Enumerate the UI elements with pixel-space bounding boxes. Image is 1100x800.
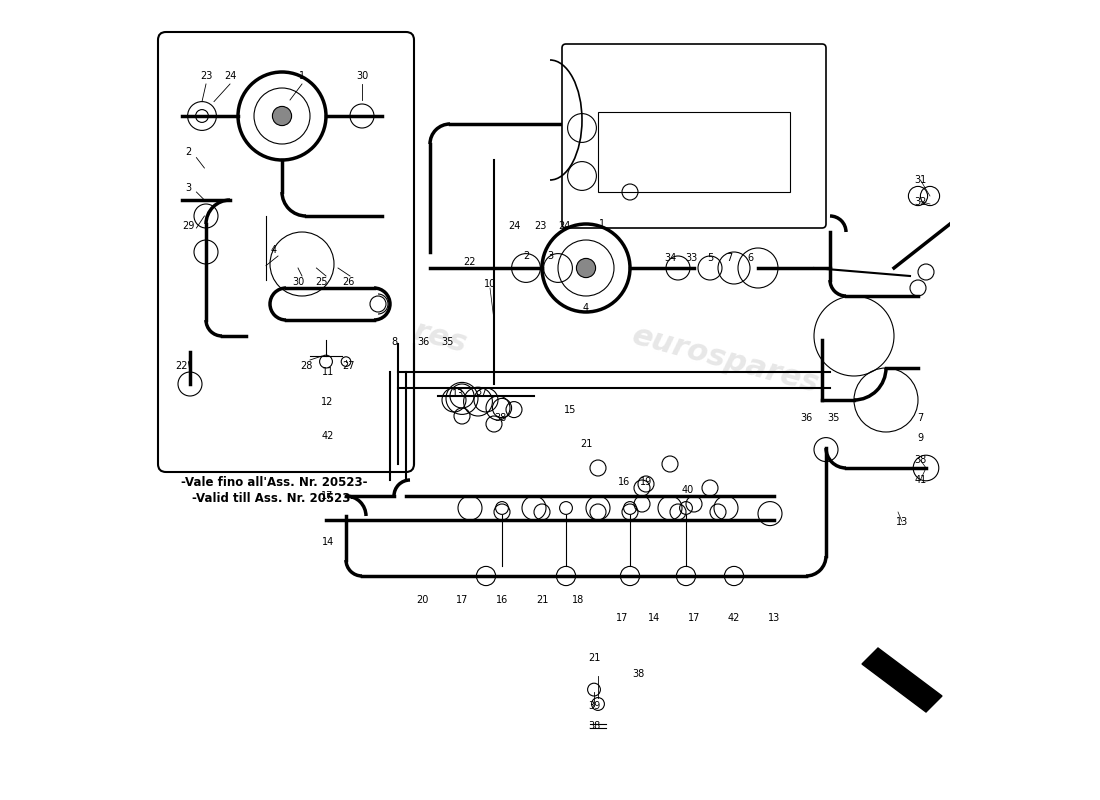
Text: 21: 21 (536, 595, 548, 605)
Text: 1: 1 (299, 71, 305, 81)
Text: 5: 5 (707, 253, 713, 262)
Text: 8: 8 (390, 338, 397, 347)
FancyBboxPatch shape (562, 44, 826, 228)
Text: 26: 26 (342, 277, 354, 286)
Text: 23: 23 (200, 71, 212, 81)
Text: 22: 22 (464, 257, 476, 266)
Polygon shape (862, 648, 942, 712)
Text: 40: 40 (682, 485, 694, 494)
Text: 6: 6 (747, 253, 754, 262)
Text: 34: 34 (664, 253, 676, 262)
Text: 1: 1 (598, 219, 605, 229)
Text: 13: 13 (768, 613, 780, 622)
Text: 42: 42 (728, 613, 740, 622)
Text: 7: 7 (917, 413, 924, 422)
Circle shape (273, 106, 292, 126)
Text: eurospares: eurospares (277, 281, 471, 359)
Text: 16: 16 (617, 477, 629, 486)
Text: 20: 20 (416, 595, 428, 605)
Text: 3: 3 (185, 183, 191, 193)
Text: 42: 42 (321, 431, 333, 441)
Text: 17: 17 (616, 613, 628, 622)
Text: -Valid till Ass. Nr. 20523-: -Valid till Ass. Nr. 20523- (192, 492, 355, 505)
Text: 33: 33 (685, 253, 697, 262)
Text: 19: 19 (640, 477, 652, 486)
Text: eurospares: eurospares (629, 321, 823, 399)
Text: 38: 38 (914, 455, 926, 465)
Text: 18: 18 (572, 595, 584, 605)
Text: 35: 35 (441, 338, 454, 347)
Text: 21: 21 (587, 653, 601, 662)
Text: 2: 2 (522, 251, 529, 261)
Text: 32: 32 (914, 197, 926, 206)
Text: -Vale fino all'Ass. Nr. 20523-: -Vale fino all'Ass. Nr. 20523- (180, 476, 367, 489)
Text: 28: 28 (300, 362, 312, 371)
Text: 16: 16 (496, 595, 508, 605)
Text: 37: 37 (476, 387, 488, 397)
Text: 23: 23 (535, 221, 547, 230)
Text: 22: 22 (176, 362, 188, 371)
Text: 24: 24 (558, 221, 571, 230)
Text: 9: 9 (917, 434, 924, 443)
Text: 38: 38 (587, 722, 601, 731)
Text: 25: 25 (316, 277, 328, 286)
Text: 41: 41 (914, 475, 926, 485)
Text: 4: 4 (271, 245, 277, 254)
Text: 38: 38 (631, 669, 645, 678)
Text: 17: 17 (321, 491, 333, 501)
Text: 35: 35 (828, 413, 840, 422)
Text: 38: 38 (494, 413, 506, 422)
Text: 4: 4 (583, 303, 590, 313)
Text: 30: 30 (292, 277, 304, 286)
Text: 7: 7 (726, 253, 733, 262)
Text: 17: 17 (455, 595, 469, 605)
Text: 2: 2 (185, 147, 191, 157)
Text: 12: 12 (321, 397, 333, 406)
Text: 39: 39 (587, 701, 601, 710)
Text: 10: 10 (484, 279, 496, 289)
Text: 30: 30 (356, 71, 369, 81)
Bar (598, 112, 790, 192)
Text: 29: 29 (183, 221, 195, 230)
Text: 24: 24 (223, 71, 236, 81)
Text: 13: 13 (895, 517, 909, 526)
Text: 14: 14 (321, 538, 333, 547)
FancyBboxPatch shape (158, 32, 414, 472)
Text: 36: 36 (418, 338, 430, 347)
Circle shape (576, 258, 595, 278)
Text: 36: 36 (800, 413, 812, 422)
Text: 13: 13 (452, 389, 464, 398)
Text: 11: 11 (321, 367, 333, 377)
Text: 15: 15 (564, 406, 576, 415)
Text: 31: 31 (914, 175, 926, 185)
Text: 24: 24 (508, 221, 520, 230)
Text: 27: 27 (342, 362, 354, 371)
Text: 14: 14 (648, 613, 660, 622)
Text: 17: 17 (688, 613, 701, 622)
Text: 3: 3 (547, 251, 553, 261)
Text: 21: 21 (580, 439, 592, 449)
